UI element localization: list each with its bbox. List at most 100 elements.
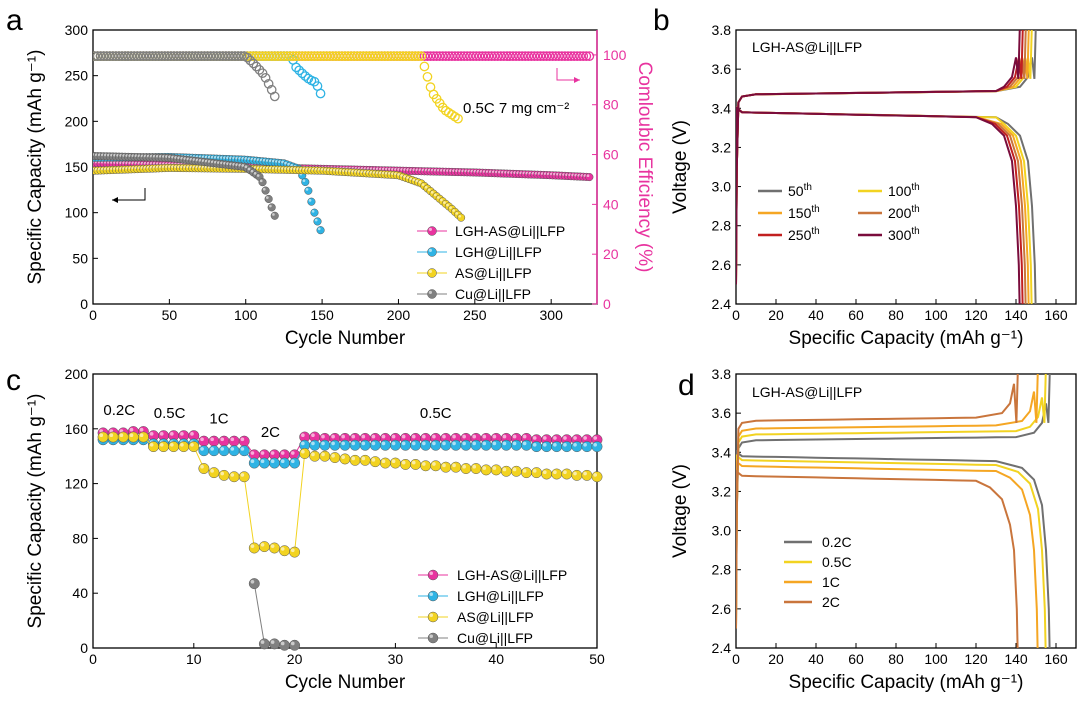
efficiency-point — [563, 51, 573, 62]
capacity-point-shine — [281, 160, 284, 164]
data-point — [440, 439, 452, 451]
data-point-shine — [542, 442, 547, 447]
data-point-shine — [472, 441, 477, 446]
data-point-shine — [190, 442, 194, 447]
data-point — [158, 441, 170, 453]
charge-curve-0.5C — [736, 374, 1047, 629]
x-tick-label: 20 — [287, 651, 303, 667]
capacity-point — [313, 217, 322, 226]
legend-marker — [427, 632, 439, 644]
capacity-point-shine — [400, 174, 404, 177]
efficiency-point — [508, 51, 518, 62]
data-point-shine — [532, 436, 537, 440]
efficiency-point — [318, 51, 329, 62]
x-tick-label: 80 — [888, 307, 904, 323]
data-point — [531, 467, 542, 479]
legend-label: 150th — [788, 204, 820, 221]
data-point — [460, 439, 472, 451]
efficiency-point — [138, 51, 149, 62]
y-tick-label: 160 — [65, 421, 89, 437]
data-point-shine — [532, 469, 537, 473]
legend-label: Cu@Li||LFP — [457, 630, 533, 646]
y2-axis-label: Comloubic Efficiency (%) — [634, 62, 655, 273]
data-point-shine — [280, 547, 285, 551]
capacity-point-shine — [262, 187, 266, 191]
plot-area — [736, 30, 1037, 304]
data-point-shine — [331, 441, 335, 446]
efficiency-point — [370, 51, 381, 62]
efficiency-point — [575, 51, 586, 62]
data-point — [258, 541, 270, 553]
efficiency-point — [569, 51, 579, 62]
data-point-shine — [512, 467, 517, 472]
chart-b: 0 20 40 60 80 100 120 140 160 2.4 2.6 2.8 3.0 3.2 3.4 3… — [670, 22, 1077, 349]
data-point — [440, 461, 452, 473]
efficiency-point — [175, 51, 185, 62]
data-point-shine — [502, 434, 507, 439]
data-point-shine — [270, 451, 275, 455]
data-point-shine — [210, 437, 214, 442]
data-point — [238, 435, 250, 447]
efficiency-point — [425, 51, 436, 62]
plot-frame — [735, 373, 1077, 649]
capacity-point-shine — [437, 196, 440, 199]
data-point — [279, 639, 290, 651]
data-point — [410, 439, 422, 451]
efficiency-point — [364, 51, 375, 62]
discharge-curve-300 — [736, 106, 1021, 304]
efficiency-point — [251, 61, 262, 72]
series-line — [253, 583, 295, 646]
y-axis-label: Voltage (V) — [670, 464, 691, 558]
efficiency-point — [514, 51, 524, 62]
panel-label-a: a — [6, 4, 23, 37]
efficiency-point — [236, 51, 246, 62]
efficiency-point — [120, 51, 130, 62]
efficiency-point — [95, 51, 106, 62]
data-point-shine — [583, 442, 587, 447]
efficiency-point — [269, 51, 280, 62]
efficiency-point — [343, 51, 353, 62]
efficiency-point — [132, 51, 143, 62]
data-point — [198, 435, 210, 447]
data-point-shine — [301, 449, 305, 454]
y-axis-label: Voltage (V) — [670, 120, 691, 214]
capacity-point — [258, 178, 267, 187]
data-point-shine — [341, 441, 345, 446]
efficiency-point — [227, 51, 237, 62]
efficiency-point — [382, 51, 393, 62]
efficiency-point — [297, 68, 308, 79]
efficiency-point — [245, 55, 256, 66]
efficiency-point — [123, 51, 133, 62]
legend: LGH-AS@Li||LFP LGH@Li||LFP AS@Li||LFP Cu@Li… — [418, 567, 567, 646]
data-point-shine — [250, 544, 255, 548]
efficiency-point — [523, 51, 534, 62]
arrow-left-head — [112, 197, 118, 203]
data-point-shine — [290, 451, 295, 455]
efficiency-point — [450, 51, 460, 62]
data-point-shine — [472, 434, 477, 439]
data-point — [400, 439, 411, 451]
efficiency-point — [303, 51, 314, 62]
rate-label: 0.5C — [420, 405, 452, 422]
legend-marker-shine — [428, 290, 432, 294]
data-point-shine — [422, 441, 426, 446]
capacity-point-shine — [421, 183, 425, 186]
efficiency-point — [532, 51, 543, 62]
y-tick-label: 2.8 — [712, 562, 732, 578]
y-tick-label: 40 — [72, 585, 88, 601]
efficiency-point — [306, 51, 317, 62]
legend-label: 100th — [888, 182, 920, 199]
efficiency-point — [419, 51, 430, 62]
legend-marker-shine — [428, 248, 432, 252]
discharge-curve-50 — [736, 106, 1037, 304]
x-tick-label: 60 — [848, 307, 864, 323]
legend-label: 1C — [822, 574, 840, 590]
capacity-point — [316, 226, 325, 235]
data-point — [510, 465, 522, 477]
efficiency-point — [434, 51, 445, 62]
capacity-point — [270, 211, 279, 220]
efficiency-point — [352, 51, 363, 62]
data-point-shine — [190, 432, 194, 436]
efficiency-point — [462, 51, 473, 62]
